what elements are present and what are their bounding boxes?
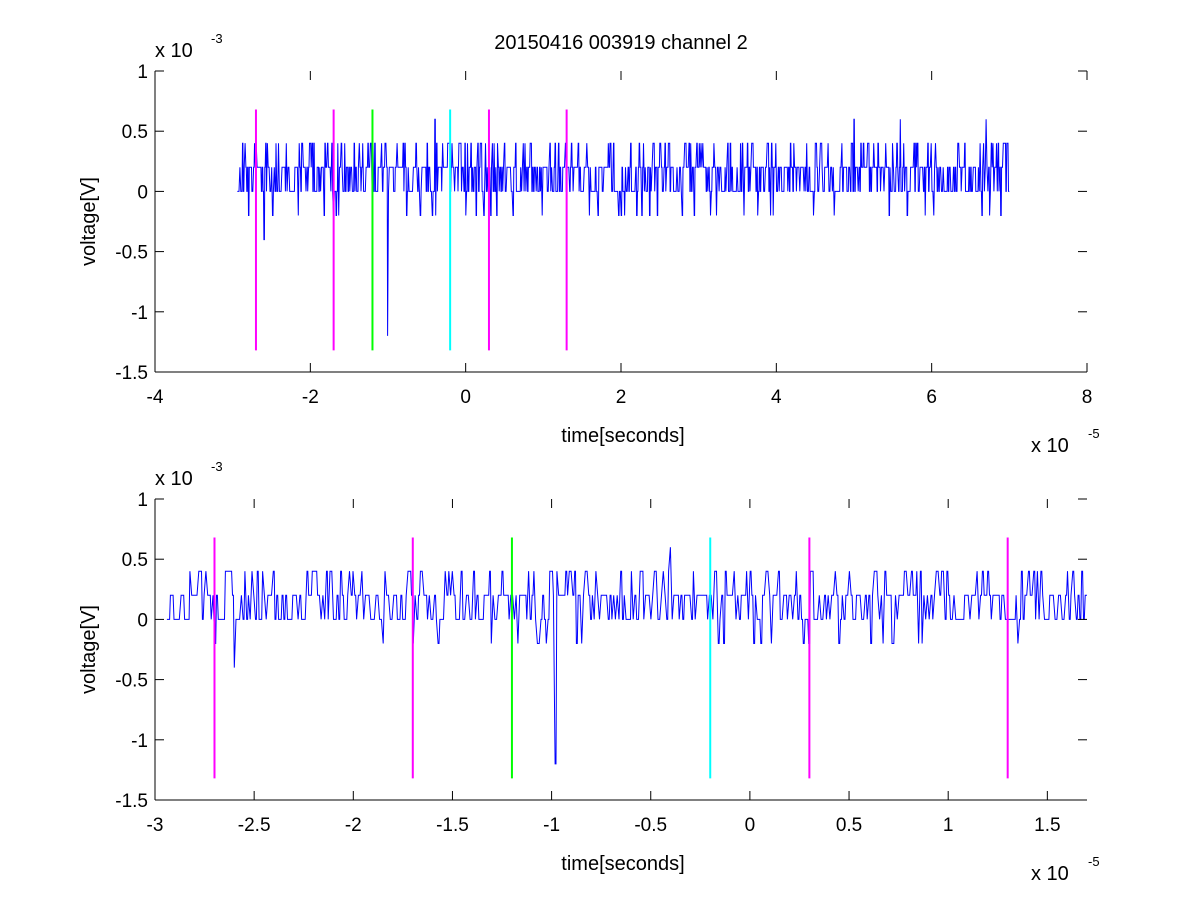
signal-line bbox=[166, 547, 1087, 765]
x-tick-label: -4 bbox=[147, 387, 164, 408]
signal-line bbox=[237, 118, 1010, 336]
chart-title: 20150416 003919 channel 2 bbox=[494, 32, 748, 54]
x-tick-label: -2.5 bbox=[238, 815, 271, 836]
x-tick-label: -3 bbox=[147, 815, 164, 836]
y-tick-label: -1.5 bbox=[115, 791, 148, 812]
y-tick-label: 0.5 bbox=[122, 122, 148, 143]
y-multiplier-exponent: -3 bbox=[211, 31, 223, 46]
x-multiplier-exponent: -5 bbox=[1088, 854, 1100, 869]
y-tick-label: -1 bbox=[131, 731, 148, 752]
x-tick-label: 8 bbox=[1082, 387, 1093, 408]
x-tick-label: 1 bbox=[943, 815, 954, 836]
x-axis-label: time[seconds] bbox=[561, 425, 684, 447]
y-axis-label: voltage[V] bbox=[78, 605, 100, 694]
y-tick-label: 1 bbox=[137, 490, 148, 511]
x-tick-label: 2 bbox=[616, 387, 627, 408]
x-tick-label: -1.5 bbox=[436, 815, 469, 836]
x-tick-label: 6 bbox=[926, 387, 937, 408]
y-tick-label: -1 bbox=[131, 303, 148, 324]
x-multiplier: x 10 bbox=[1031, 435, 1069, 457]
y-multiplier: x 10 bbox=[155, 40, 193, 62]
x-tick-label: -1 bbox=[543, 815, 560, 836]
axes-1: -4 -2 0 2 4 6 8 -1.5 -1 -0.5 0 0.5 1 time[seconds] vol… bbox=[78, 31, 1100, 457]
x-tick-label: -0.5 bbox=[634, 815, 667, 836]
y-tick-label: 0 bbox=[137, 182, 148, 203]
axes-2: -3 -2.5 -2 -1.5 -1 -0.5 0 0.5 1 1.5 -1.5 -1 -0.5 0 0.5… bbox=[78, 459, 1100, 885]
y-tick-label: 1 bbox=[137, 62, 148, 83]
x-tick-label: 0 bbox=[745, 815, 756, 836]
x-multiplier-exponent: -5 bbox=[1088, 426, 1100, 441]
x-axis-label: time[seconds] bbox=[561, 853, 684, 875]
y-axis-label: voltage[V] bbox=[78, 177, 100, 266]
x-multiplier: x 10 bbox=[1031, 863, 1069, 885]
x-tick-label: -2 bbox=[345, 815, 362, 836]
y-tick-label: -1.5 bbox=[115, 363, 148, 384]
y-tick-label: -0.5 bbox=[115, 243, 148, 264]
y-tick-label: 0 bbox=[137, 610, 148, 631]
x-tick-label: 1.5 bbox=[1034, 815, 1060, 836]
x-tick-label: 4 bbox=[771, 387, 782, 408]
y-tick-label: 0.5 bbox=[122, 550, 148, 571]
x-tick-label: 0 bbox=[460, 387, 471, 408]
y-tick-label: -0.5 bbox=[115, 671, 148, 692]
y-multiplier: x 10 bbox=[155, 468, 193, 490]
x-tick-label: 0.5 bbox=[836, 815, 862, 836]
x-tick-label: -2 bbox=[302, 387, 319, 408]
y-multiplier-exponent: -3 bbox=[211, 459, 223, 474]
